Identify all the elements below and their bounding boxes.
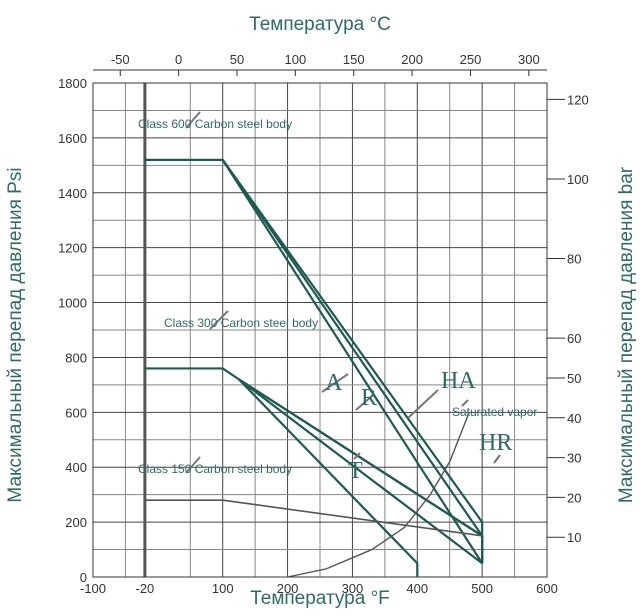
x-tick-label-bottom: 600: [536, 581, 558, 596]
series-line-6: [238, 378, 483, 565]
y-tick-label-left: 0: [80, 570, 87, 585]
annotation-leader-1: [185, 111, 201, 129]
x-tick-label-top: 0: [175, 52, 182, 67]
series-line-5: [238, 378, 483, 537]
x-tick-label-top: 50: [230, 52, 244, 67]
x-tick-label-top: 100: [285, 52, 307, 67]
y-tick-label-left: 400: [65, 460, 87, 475]
x-axis-title-bottom: Температура °F: [250, 588, 390, 609]
y-tick-label-left: 1600: [58, 131, 87, 146]
y-tick-label-right: 100: [567, 172, 589, 187]
x-tick-label-top: 250: [460, 52, 482, 67]
x-tick-label-bottom: 500: [471, 581, 493, 596]
series-layer: [144, 157, 484, 578]
y-tick-label-right: 20: [567, 490, 581, 505]
annotation-leader-6: [321, 373, 349, 393]
y-tick-label-left: 1200: [58, 241, 87, 256]
x-tick-label-bottom: -100: [80, 581, 106, 596]
curve-label-a: A: [325, 370, 343, 396]
x-tick-label-top: 150: [343, 52, 365, 67]
y-tick-label-left: 600: [65, 405, 87, 420]
y-tick-label-right: 80: [567, 252, 581, 267]
series-line-9: [287, 412, 470, 578]
x-tick-label-bottom: -20: [135, 581, 154, 596]
y-tick-label-right: 30: [567, 451, 581, 466]
series-line-7: [238, 378, 419, 577]
y-tick-label-right: 10: [567, 530, 581, 545]
saturated-vapor-label: Saturated vapor: [452, 405, 537, 419]
y-tick-label-right: 60: [567, 331, 581, 346]
annotation-leader-5: [407, 389, 439, 419]
y-axis-title-left: Максимальный перепад давления Psi: [5, 167, 26, 502]
y-tick-label-left: 1800: [58, 76, 87, 91]
annotation-leader-3: [185, 456, 201, 474]
series-line-8: [144, 499, 483, 537]
x-tick-label-bottom: 300: [342, 581, 364, 596]
curve-label-r: R: [361, 385, 377, 411]
top-axis: -50 0 50 100 150 200 250 300: [93, 52, 547, 76]
annotation-leader-2: [209, 310, 229, 330]
annotation-leader-8: [353, 452, 361, 460]
y-tick-label-left: 200: [65, 515, 87, 530]
y-tick-label-left: 1000: [58, 296, 87, 311]
x-tick-label-bottom: 400: [406, 581, 428, 596]
series-line-3: [221, 159, 484, 564]
x-tick-label-bottom: 200: [277, 581, 299, 596]
right-axis: 10 20 30 40 50 60 80 100 120: [547, 92, 589, 545]
x-tick-label-bottom: 100: [212, 581, 234, 596]
y-tick-label-left: 1400: [58, 186, 87, 201]
annotation-leader-4: [461, 399, 469, 407]
annotation-leader-9: [493, 454, 501, 464]
y-tick-label-right: 50: [567, 371, 581, 386]
y-tick-label-left: 800: [65, 350, 87, 365]
x-tick-label-top: -50: [111, 52, 130, 67]
curve-label-t: T: [348, 458, 363, 484]
y-tick-label-right: 40: [567, 411, 581, 426]
annotation-layer: [185, 111, 501, 474]
class-300-label: Class 300 Carbon steel body: [164, 316, 318, 330]
plot-frame: [92, 82, 548, 578]
y-axis-title-right: Максимальный перепад давления bar: [616, 166, 637, 503]
curve-label-hr: HR: [479, 430, 512, 456]
annotation-leader-7: [355, 395, 373, 411]
y-tick-label-right: 120: [567, 92, 589, 107]
x-tick-label-top: 200: [401, 52, 423, 67]
curve-label-ha: HA: [441, 368, 476, 394]
class-600-label: Class 600 Carbon steel body: [138, 117, 292, 131]
x-tick-label-top: 300: [518, 52, 540, 67]
x-axis-title-top: Температура °C: [249, 14, 391, 35]
grid: [92, 82, 548, 578]
tick-layer: -100 -20 100 200 300 400 500 600 0 200 400 600 800 10…: [58, 76, 558, 596]
class-150-label: Class 150 Carbon steel body: [138, 462, 292, 476]
